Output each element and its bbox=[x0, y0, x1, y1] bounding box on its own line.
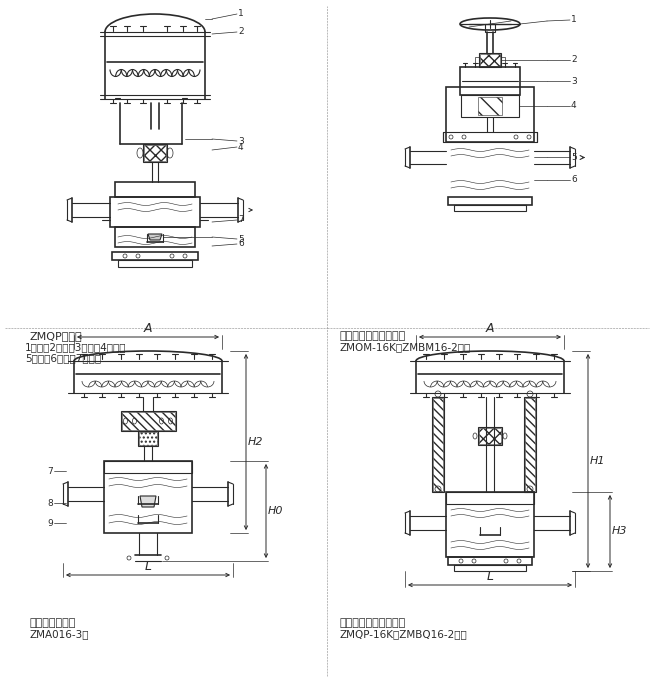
Bar bbox=[479, 428, 501, 444]
Text: 3: 3 bbox=[238, 137, 244, 145]
Text: 7: 7 bbox=[238, 215, 244, 224]
Text: 4: 4 bbox=[238, 143, 244, 152]
Bar bbox=[104, 461, 192, 533]
Text: 3: 3 bbox=[571, 77, 577, 86]
Text: ZMOM-16K（ZMBM16-2）型: ZMOM-16K（ZMBM16-2）型 bbox=[340, 342, 472, 352]
Bar bbox=[104, 461, 192, 473]
Bar bbox=[480, 54, 500, 66]
Bar bbox=[454, 205, 526, 211]
Text: 6: 6 bbox=[238, 239, 244, 248]
Bar bbox=[138, 431, 158, 446]
Bar bbox=[120, 411, 175, 431]
Bar bbox=[144, 145, 166, 161]
Bar bbox=[501, 57, 505, 63]
Text: 6: 6 bbox=[571, 176, 577, 185]
Bar bbox=[143, 144, 167, 162]
Bar bbox=[448, 197, 532, 205]
Bar bbox=[432, 397, 444, 492]
Bar bbox=[433, 398, 443, 491]
Text: 套筒切断阀（带手轮）: 套筒切断阀（带手轮） bbox=[340, 331, 406, 341]
Bar bbox=[524, 397, 536, 492]
Text: 1: 1 bbox=[238, 10, 244, 19]
Bar bbox=[139, 432, 157, 445]
Text: 1: 1 bbox=[571, 16, 577, 25]
Bar bbox=[454, 565, 526, 571]
Bar bbox=[115, 227, 195, 247]
Text: 2: 2 bbox=[238, 27, 244, 36]
Bar bbox=[112, 252, 198, 260]
Text: L: L bbox=[487, 570, 494, 583]
Text: 2: 2 bbox=[571, 56, 577, 64]
Bar bbox=[485, 24, 495, 32]
Text: ZMQP单座型: ZMQP单座型 bbox=[30, 331, 82, 341]
Text: 5、阀芯6、阀座7、阀体: 5、阀芯6、阀座7、阀体 bbox=[25, 353, 101, 363]
Polygon shape bbox=[140, 496, 156, 507]
Text: 5: 5 bbox=[571, 152, 577, 161]
Bar bbox=[478, 427, 502, 445]
Text: H3: H3 bbox=[612, 526, 627, 536]
Text: ZMA016-3型: ZMA016-3型 bbox=[30, 629, 90, 639]
Bar bbox=[446, 492, 534, 557]
Bar bbox=[475, 57, 479, 63]
Bar bbox=[446, 87, 534, 142]
Text: H2: H2 bbox=[248, 437, 264, 447]
Text: 5: 5 bbox=[238, 235, 244, 244]
Polygon shape bbox=[148, 234, 162, 240]
Bar bbox=[443, 132, 537, 142]
Text: 9: 9 bbox=[47, 519, 53, 528]
Text: ZMQP-16K（ZMBQ16-2）型: ZMQP-16K（ZMBQ16-2）型 bbox=[340, 629, 468, 639]
Bar bbox=[479, 53, 501, 67]
Bar bbox=[461, 95, 519, 117]
Text: H0: H0 bbox=[268, 506, 283, 516]
Text: 单座切断阀（立柱式）: 单座切断阀（立柱式） bbox=[340, 618, 406, 628]
Text: 7: 7 bbox=[47, 466, 53, 475]
Text: 二位三通切断阀: 二位三通切断阀 bbox=[30, 618, 77, 628]
Text: H1: H1 bbox=[590, 456, 606, 466]
Bar bbox=[460, 67, 520, 95]
Text: 1、膜片2、推杆3、支架4、阀杆: 1、膜片2、推杆3、支架4、阀杆 bbox=[25, 342, 126, 352]
Text: A: A bbox=[486, 322, 494, 335]
Bar bbox=[448, 557, 532, 565]
Bar bbox=[478, 97, 502, 115]
Text: A: A bbox=[144, 322, 152, 335]
Text: 8: 8 bbox=[47, 499, 53, 508]
Bar bbox=[115, 182, 195, 197]
Text: L: L bbox=[145, 560, 152, 573]
Bar bbox=[122, 412, 175, 430]
Bar bbox=[446, 492, 534, 504]
Bar bbox=[525, 398, 535, 491]
Bar bbox=[118, 260, 192, 267]
Text: 4: 4 bbox=[571, 102, 577, 110]
Bar bbox=[110, 197, 200, 227]
